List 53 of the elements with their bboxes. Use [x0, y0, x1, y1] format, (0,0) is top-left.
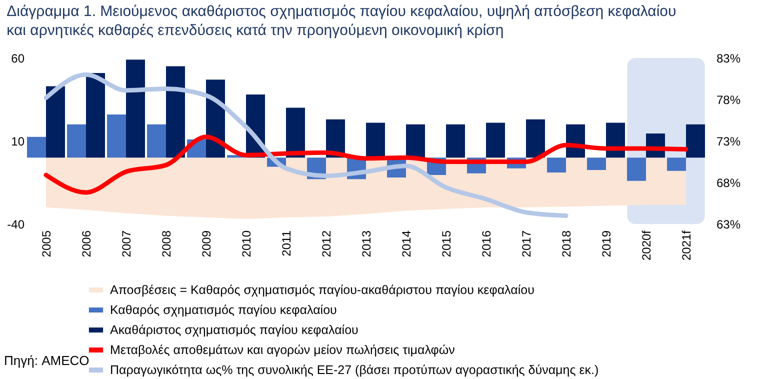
text: Πηγή: AMECO: [4, 353, 90, 368]
bar: [366, 122, 385, 158]
legend-label: Μεταβολές αποθεμάτων και αγορών μείον πωλήσεις τιμαλφών: [110, 343, 455, 357]
bar: [686, 124, 705, 158]
bar: [627, 158, 646, 181]
bar: [86, 72, 105, 158]
bar: [667, 158, 686, 171]
x-tick-label: 2007: [120, 230, 134, 258]
bar: [126, 60, 145, 158]
x-tick-label: 2005: [40, 230, 54, 258]
y-tick-label: -40: [7, 218, 25, 232]
y2-tick-label: 78%: [716, 93, 741, 107]
y-tick-label: 60: [11, 52, 25, 66]
x-tick-label: 2015: [440, 230, 454, 258]
bar: [286, 108, 305, 158]
x-tick-label: 2021f: [680, 230, 694, 261]
x-tick-label: 2016: [480, 230, 494, 258]
bar: [107, 114, 126, 158]
x-tick-label: 2014: [400, 230, 414, 258]
line-series: [44, 134, 688, 195]
x-tick-label: 2011: [280, 230, 294, 256]
y2-tick-label: 73%: [716, 134, 741, 148]
x-tick-label: 2012: [320, 230, 334, 258]
bar: [486, 122, 505, 158]
x-tick-label: 2013: [360, 230, 374, 258]
bar: [587, 158, 606, 170]
x-tick-label: 2006: [80, 230, 94, 258]
y2-tick-label: 68%: [716, 176, 741, 190]
bar: [46, 86, 65, 158]
y-tick-label: 10: [11, 134, 25, 148]
x-tick-label: 2008: [160, 230, 174, 258]
bar: [406, 124, 425, 158]
x-tick-label: 2018: [560, 230, 574, 258]
line-series: [44, 72, 568, 218]
x-tick-label: 2020f: [640, 230, 654, 261]
bar: [166, 66, 185, 158]
x-tick-label: 2017: [520, 230, 534, 258]
bar: [547, 158, 566, 173]
legend-label: Παραγωγικότητα ως% της συνολικής ΕΕ-27 (βάσει προτύπων αγοραστικής δύναμης εκ.): [110, 363, 599, 377]
legend-label: Ακαθάριστος σχηματισμός παγίου κεφαλαίου: [110, 323, 359, 337]
y2-tick-label: 63%: [716, 218, 741, 232]
legend-label: Αποσβέσεις = Καθαρός σχηματισμός παγίου-ακαθάριστου παγίου κεφαλαίου: [110, 283, 535, 297]
bar: [526, 119, 545, 158]
legend-label: Καθαρός σχηματισμός παγίου κεφαλαίου: [110, 303, 338, 317]
x-tick-label: 2010: [240, 230, 254, 258]
bar: [27, 136, 46, 158]
bar: [446, 124, 465, 158]
bar: [147, 124, 166, 158]
x-tick-label: 2019: [600, 230, 614, 258]
y2-tick-label: 83%: [716, 52, 741, 66]
bar: [67, 124, 86, 158]
x-tick-label: 2009: [200, 230, 214, 258]
chart-title: Διάγραμμα 1. Μειούμενος ακαθάριστος σχηματισμός παγίου κεφαλαίου, υψηλή απόσβεση κεφαλαίου και αρνητικές καθαρές επενδύσεις κατά την προηγούμενη οικονομική κρίση: [6, 3, 676, 39]
